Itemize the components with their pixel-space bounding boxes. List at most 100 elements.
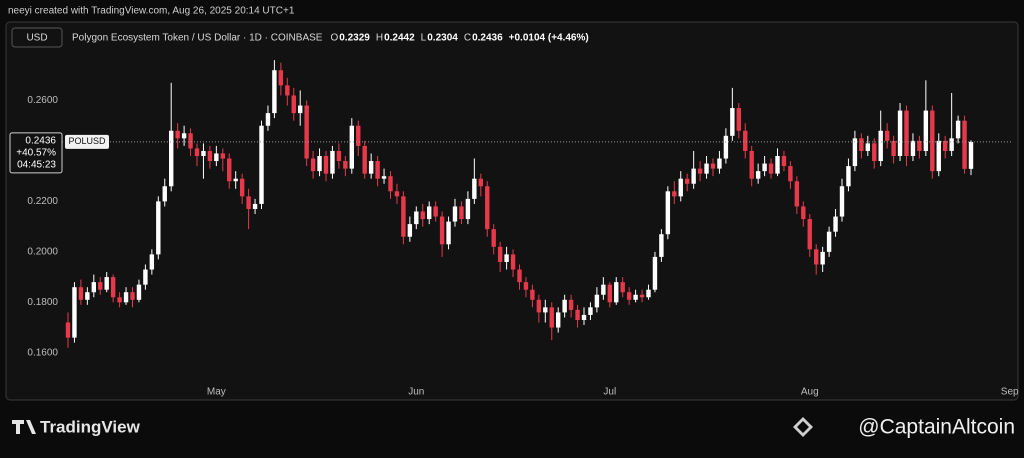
candle-body (136, 284, 142, 300)
price-change: +40.57% (16, 148, 56, 159)
candle-body (375, 161, 380, 179)
candle-body (478, 178, 483, 187)
candle-body (936, 140, 941, 172)
candle-body (685, 178, 690, 184)
candle-body (917, 140, 922, 151)
candle-body (710, 163, 716, 169)
candle-body (704, 163, 709, 174)
candle-body (723, 135, 729, 159)
candle-body (775, 156, 780, 174)
candle-body (214, 153, 219, 162)
candle-body (639, 294, 645, 298)
price-label: 0.2436 (25, 136, 56, 147)
candle-body (72, 287, 77, 338)
candle-body (891, 140, 896, 156)
ohlc-key: L (421, 33, 427, 44)
price-label-box (9, 132, 63, 174)
candle-body (549, 307, 554, 328)
candle-body (162, 186, 167, 202)
candle-body (304, 105, 309, 159)
candle-body (472, 178, 477, 199)
candle-body (188, 133, 193, 149)
candle-body (220, 153, 225, 159)
candle-body (962, 120, 967, 169)
ticker: POLUSD (68, 136, 106, 146)
candle-body (556, 312, 561, 328)
candle-body (368, 161, 374, 174)
candle-body (781, 156, 787, 167)
candle-body (736, 108, 741, 131)
candle-body (717, 158, 722, 169)
candle-body (497, 246, 503, 262)
candle-body (517, 269, 522, 283)
candle-body (955, 120, 961, 139)
candle-body (336, 150, 342, 162)
candle-body (252, 203, 258, 209)
candle-body (852, 138, 858, 167)
candle-body (678, 178, 683, 197)
candle-body (317, 156, 322, 172)
x-tick-label: Aug (801, 387, 819, 398)
brand: TradingView (40, 417, 141, 436)
candle-body (91, 282, 96, 293)
x-tick-label: Jun (408, 387, 424, 398)
candle-body (568, 299, 574, 310)
ohlc-change: +0.0104 (+4.46%) (509, 33, 589, 44)
candle-body (910, 140, 916, 156)
candle-body (446, 221, 451, 245)
candle-body (788, 166, 793, 182)
ohlc-value: 0.2329 (339, 33, 370, 44)
ohlc-value: 0.2442 (384, 33, 415, 44)
candle-body (768, 163, 774, 174)
y-tick-label: 0.1800 (27, 297, 58, 308)
candle-body (814, 249, 819, 265)
candle-body (794, 181, 800, 207)
ohlc-legend: O 0.2329 H 0.2442 L 0.2304 C 0.2436 +0.0104 (+4.… (330, 33, 588, 44)
candle-body (298, 105, 303, 114)
countdown: 04:45:23 (17, 160, 56, 171)
candle-body (110, 277, 116, 298)
candle-body (865, 143, 870, 151)
candle-body (465, 198, 471, 220)
candle-body (749, 150, 754, 179)
candle-body (452, 206, 458, 222)
candle-body (581, 314, 587, 320)
candle-body (601, 284, 606, 295)
x-tick-label: Jul (603, 387, 616, 398)
candle-body (278, 70, 284, 86)
candle-body (259, 125, 264, 204)
candle-body (491, 229, 496, 247)
candle-body (246, 196, 251, 209)
candle-body (820, 251, 825, 265)
candle-body (730, 108, 735, 136)
candle-body (594, 294, 600, 308)
candle-body (543, 307, 548, 313)
candle-body (310, 158, 316, 172)
watermark-logo (793, 417, 813, 437)
candle-body (588, 307, 593, 315)
y-tick-label: 0.2000 (27, 247, 58, 258)
candle-body (897, 110, 903, 156)
candle-body (826, 231, 832, 252)
y-tick-label: 0.2600 (27, 95, 58, 106)
candle-body (227, 158, 232, 182)
candle-body (349, 125, 354, 169)
candle-body (194, 148, 200, 156)
candle-body (233, 178, 238, 182)
candle-body (536, 299, 542, 313)
symbol-title: Polygon Ecosystem Token / US Dollar · 1D… (72, 33, 323, 44)
candle-body (510, 254, 516, 270)
currency-label[interactable]: USD (26, 33, 47, 44)
candle-body (839, 186, 845, 217)
candle-body (239, 178, 245, 197)
candle-body (117, 297, 122, 303)
candle-body (930, 110, 935, 172)
candle-body (646, 289, 651, 298)
candle-body (394, 191, 400, 197)
currency-button[interactable] (11, 27, 63, 48)
candle-body (123, 292, 129, 303)
candle-body (420, 211, 425, 220)
candle-body (285, 85, 290, 96)
